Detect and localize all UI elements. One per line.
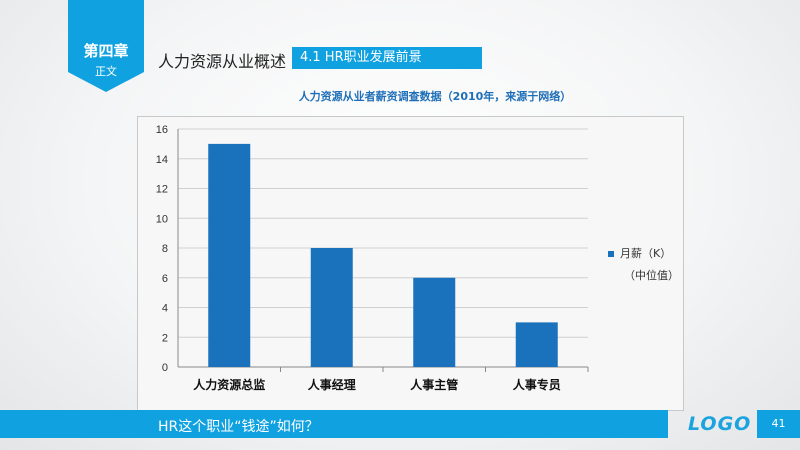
y-tick-label: 12 — [156, 184, 168, 196]
chart-legend: 月薪（K） （中位值） — [608, 245, 679, 283]
y-tick-label: 4 — [162, 303, 168, 315]
bar-chart: 0 2 4 6 8 10 12 14 16 人力资源总监 人事经理 人事主管 人事专员 — [156, 124, 589, 392]
chart-heading: 人力资源从业者薪资调查数据（2010年，来源于网络） — [298, 90, 572, 103]
y-tick-label: 0 — [162, 362, 168, 374]
y-tick-label: 14 — [156, 154, 168, 166]
page-number: 41 — [757, 410, 800, 438]
section-tag: 4.1 HR职业发展前景 — [292, 47, 482, 69]
footer-bar — [0, 410, 668, 438]
bar — [310, 248, 353, 367]
bar — [208, 143, 251, 367]
x-tick-label: 人事经理 — [308, 377, 356, 392]
chapter-badge-shape — [68, 0, 144, 92]
chart-frame: 0 2 4 6 8 10 12 14 16 人力资源总监 人事经理 人事主管 人事专员 — [137, 116, 684, 411]
y-tick-label: 6 — [162, 273, 168, 285]
bar — [515, 322, 558, 367]
x-tick-label: 人力资源总监 — [193, 377, 265, 392]
y-tick-label: 8 — [162, 243, 168, 255]
x-tick-label: 人事专员 — [513, 377, 561, 392]
x-tick-label: 人事主管 — [410, 377, 458, 392]
chapter-subtitle: 正文 — [95, 65, 117, 78]
chapter-badge: 第四章 正文 — [68, 0, 144, 92]
legend-note: （中位值） — [624, 269, 679, 282]
legend-label: 月薪（K） — [620, 247, 672, 260]
y-tick-label: 10 — [156, 213, 168, 225]
y-tick-label: 2 — [162, 332, 168, 344]
y-tick-label: 16 — [156, 124, 168, 136]
legend-swatch — [608, 251, 614, 257]
footer-text: HR这个职业“钱途”如何？ — [158, 419, 319, 435]
logo: LOGO — [688, 413, 752, 435]
section-title: 人力资源从业概述 — [158, 52, 287, 71]
chapter-title: 第四章 — [83, 42, 129, 60]
bar — [413, 277, 456, 367]
